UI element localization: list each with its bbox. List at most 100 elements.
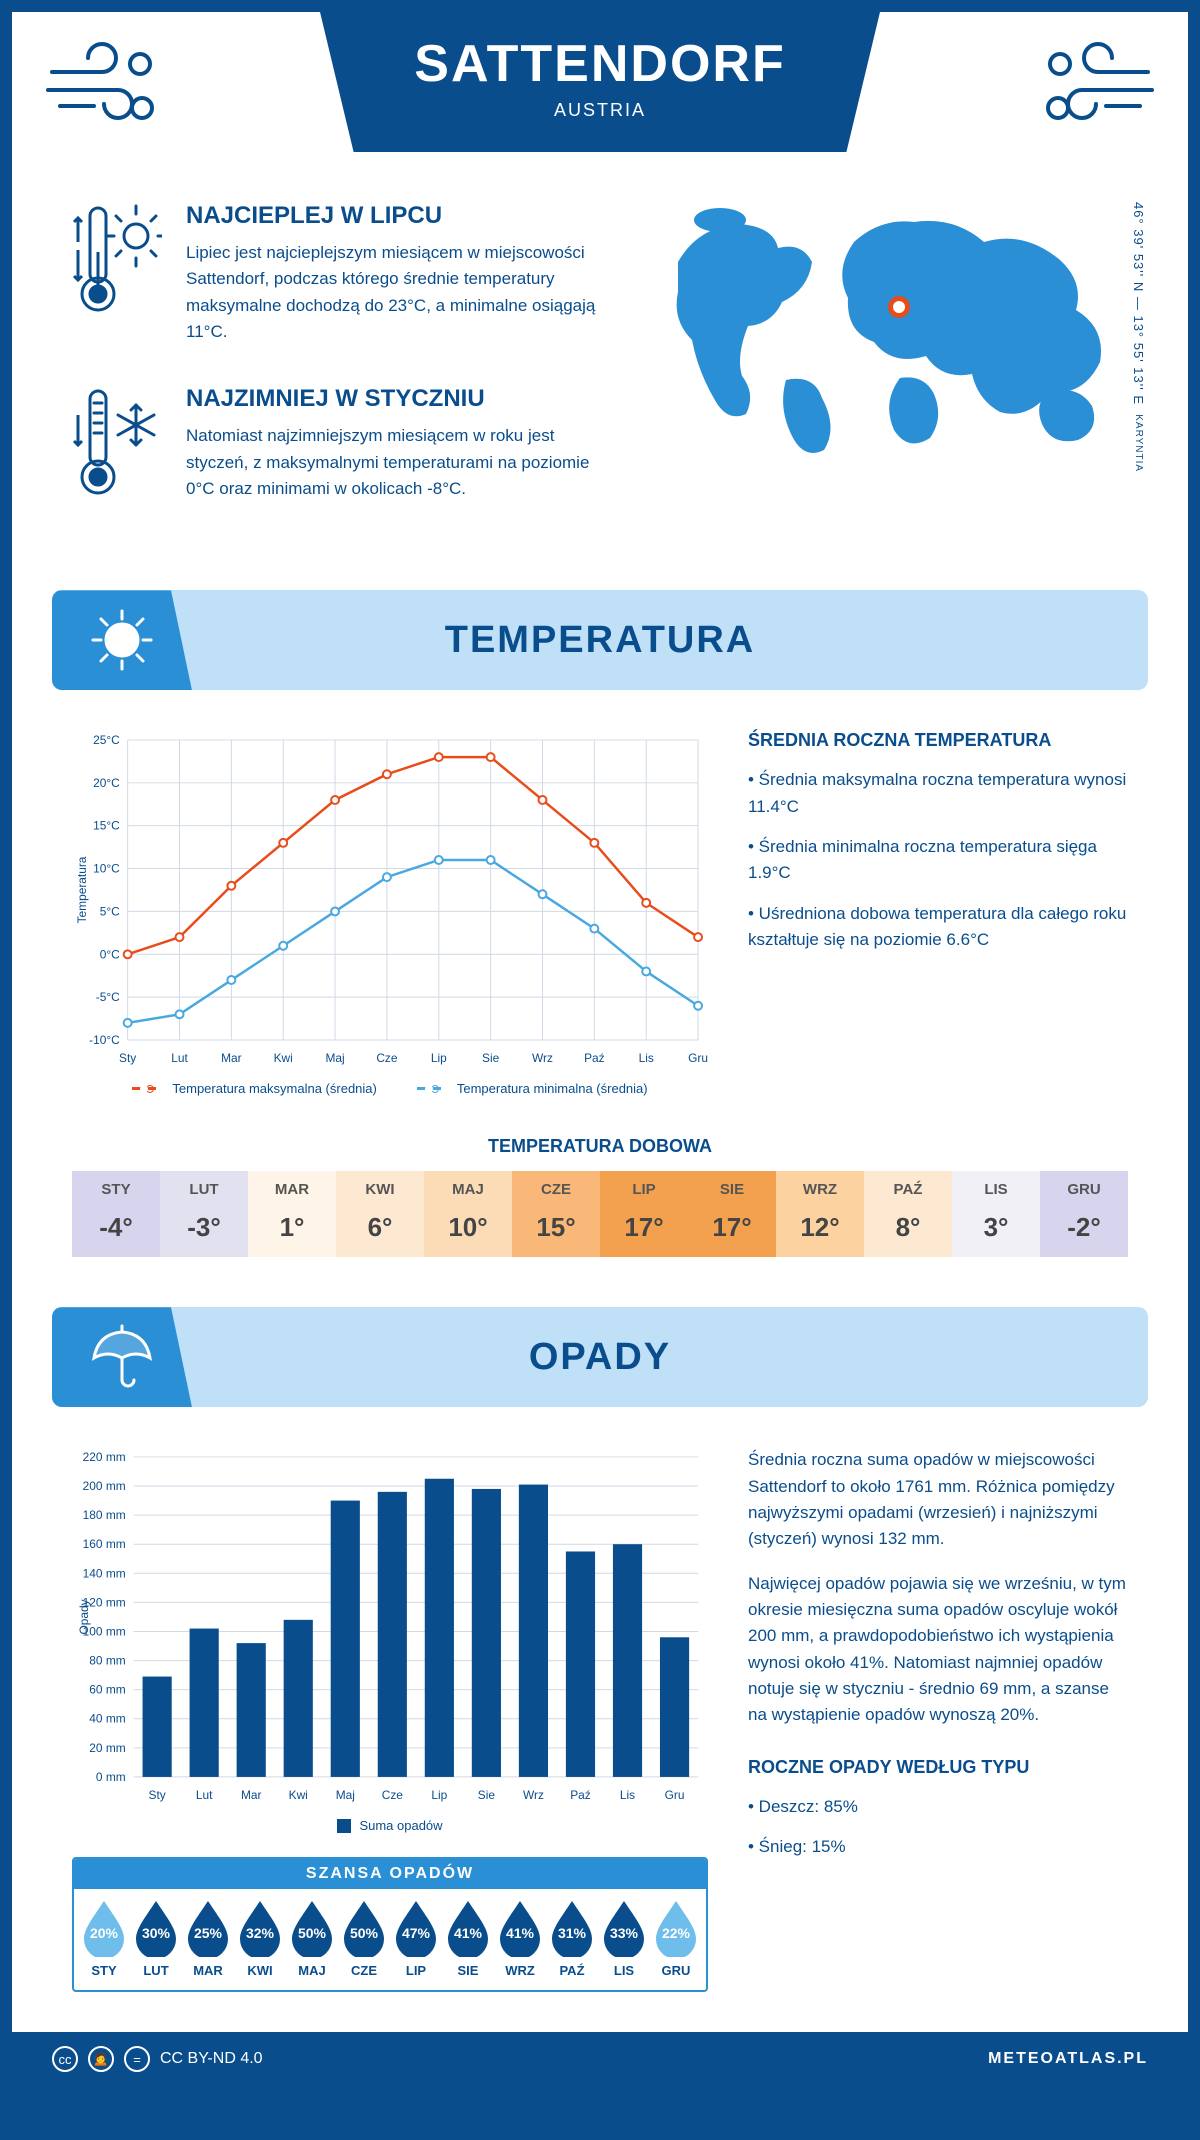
page-country: AUSTRIA bbox=[320, 100, 880, 121]
thermometer-sun-icon bbox=[72, 202, 162, 345]
svg-text:-5°C: -5°C bbox=[96, 991, 120, 1005]
chance-cell: 41%WRZ bbox=[496, 1899, 544, 1978]
svg-text:Sty: Sty bbox=[119, 1051, 136, 1065]
svg-text:Maj: Maj bbox=[336, 1788, 355, 1802]
svg-text:15°C: 15°C bbox=[93, 819, 120, 833]
svg-text:160 mm: 160 mm bbox=[83, 1537, 126, 1551]
precip-chance-box: SZANSA OPADÓW 20%STY 30%LUT 25%MAR 32%KW… bbox=[72, 1857, 708, 1992]
daily-temp-cell: MAR1° bbox=[248, 1171, 336, 1257]
chance-cell: 25%MAR bbox=[184, 1899, 232, 1978]
section-title: TEMPERATURA bbox=[445, 619, 756, 662]
map-column: 46° 39' 53'' N — 13° 55' 13'' E KARYNTIA bbox=[648, 202, 1128, 550]
fact-cold: NAJZIMNIEJ W STYCZNIU Natomiast najzimni… bbox=[72, 385, 608, 510]
svg-text:Kwi: Kwi bbox=[274, 1051, 293, 1065]
raindrop-icon: 25% bbox=[184, 1899, 232, 1957]
license-label: CC BY-ND 4.0 bbox=[160, 2050, 263, 2068]
chance-cell: 30%LUT bbox=[132, 1899, 180, 1978]
title-ribbon: SATTENDORF AUSTRIA bbox=[320, 12, 880, 152]
svg-text:0 mm: 0 mm bbox=[96, 1770, 126, 1784]
section-banner-temperature: TEMPERATURA bbox=[52, 590, 1148, 690]
stats-bullet: • Średnia maksymalna roczna temperatura … bbox=[748, 767, 1128, 820]
chance-cell: 22%GRU bbox=[652, 1899, 700, 1978]
fact-text: Lipiec jest najcieplejszym miesiącem w m… bbox=[186, 240, 608, 345]
svg-text:Lip: Lip bbox=[431, 1051, 447, 1065]
chance-cell: 50%CZE bbox=[340, 1899, 388, 1978]
svg-text:Sie: Sie bbox=[482, 1051, 500, 1065]
brand: METEOATLAS.PL bbox=[988, 2050, 1148, 2068]
svg-text:Cze: Cze bbox=[376, 1051, 398, 1065]
footer: cc 🙍 = CC BY-ND 4.0 METEOATLAS.PL bbox=[12, 2032, 1188, 2086]
svg-text:-10°C: -10°C bbox=[89, 1033, 120, 1047]
chance-cell: 41%SIE bbox=[444, 1899, 492, 1978]
section-title: OPADY bbox=[529, 1336, 671, 1379]
svg-text:20°C: 20°C bbox=[93, 776, 120, 790]
location-marker-icon bbox=[888, 296, 910, 318]
facts-column: NAJCIEPLEJ W LIPCU Lipiec jest najcieple… bbox=[72, 202, 608, 550]
svg-text:Lut: Lut bbox=[171, 1051, 188, 1065]
daily-temp-cell: LIS3° bbox=[952, 1171, 1040, 1257]
raindrop-icon: 22% bbox=[652, 1899, 700, 1957]
by-icon: 🙍 bbox=[88, 2046, 114, 2072]
svg-text:Gru: Gru bbox=[665, 1788, 685, 1802]
svg-text:5°C: 5°C bbox=[100, 905, 120, 919]
legend-item: Temperatura minimalna (średnia) bbox=[417, 1081, 648, 1096]
cc-icon: cc bbox=[52, 2046, 78, 2072]
temperature-panel: -10°C -5°C 0°C 5°C 10°C 15°C 20°C 25°C Sty Lut Mar… bbox=[12, 690, 1188, 1136]
thermometer-snow-icon bbox=[72, 385, 162, 510]
daily-temp-title: TEMPERATURA DOBOWA bbox=[12, 1136, 1188, 1157]
chance-cell: 33%LIS bbox=[600, 1899, 648, 1978]
svg-text:Sie: Sie bbox=[478, 1788, 496, 1802]
raindrop-icon: 31% bbox=[548, 1899, 596, 1957]
svg-text:200 mm: 200 mm bbox=[83, 1479, 126, 1493]
daily-temp-cell: WRZ12° bbox=[776, 1171, 864, 1257]
svg-text:Gru: Gru bbox=[688, 1051, 708, 1065]
svg-text:Cze: Cze bbox=[382, 1788, 404, 1802]
daily-temp-cell: LUT-3° bbox=[160, 1171, 248, 1257]
precip-text: Średnia roczna suma opadów w miejscowośc… bbox=[748, 1447, 1128, 1552]
svg-text:25°C: 25°C bbox=[93, 733, 120, 747]
raindrop-icon: 47% bbox=[392, 1899, 440, 1957]
svg-text:0°C: 0°C bbox=[100, 948, 120, 962]
coordinates: 46° 39' 53'' N — 13° 55' 13'' E KARYNTIA bbox=[1131, 202, 1146, 472]
svg-text:180 mm: 180 mm bbox=[83, 1508, 126, 1522]
svg-text:Lip: Lip bbox=[431, 1788, 447, 1802]
precip-panel: 0 mm20 mm40 mm60 mm80 mm100 mm120 mm140 … bbox=[12, 1407, 1188, 2032]
svg-text:Lis: Lis bbox=[639, 1051, 654, 1065]
chance-title: SZANSA OPADÓW bbox=[74, 1859, 706, 1889]
world-map bbox=[648, 202, 1128, 462]
svg-text:Paź: Paź bbox=[570, 1788, 591, 1802]
svg-text:Mar: Mar bbox=[221, 1051, 242, 1065]
chart-legend: Temperatura maksymalna (średnia)Temperat… bbox=[72, 1081, 708, 1096]
fact-text: Natomiast najzimniejszym miesiącem w rok… bbox=[186, 423, 608, 502]
stats-bullet: • Uśredniona dobowa temperatura dla całe… bbox=[748, 901, 1128, 954]
raindrop-icon: 50% bbox=[340, 1899, 388, 1957]
daily-temp-cell: CZE15° bbox=[512, 1171, 600, 1257]
raindrop-icon: 41% bbox=[444, 1899, 492, 1957]
svg-text:10°C: 10°C bbox=[93, 862, 120, 876]
chance-cell: 50%MAJ bbox=[288, 1899, 336, 1978]
sun-icon bbox=[52, 590, 192, 690]
raindrop-icon: 32% bbox=[236, 1899, 284, 1957]
temperature-stats: ŚREDNIA ROCZNA TEMPERATURA • Średnia mak… bbox=[748, 730, 1128, 1096]
nd-icon: = bbox=[124, 2046, 150, 2072]
chance-cell: 31%PAŹ bbox=[548, 1899, 596, 1978]
precip-type-item: • Deszcz: 85% bbox=[748, 1794, 1128, 1820]
stats-bullet: • Średnia minimalna roczna temperatura s… bbox=[748, 834, 1128, 887]
svg-text:Wrz: Wrz bbox=[523, 1788, 544, 1802]
wind-icon bbox=[42, 42, 162, 132]
raindrop-icon: 20% bbox=[80, 1899, 128, 1957]
page-title: SATTENDORF bbox=[320, 34, 880, 94]
daily-temp-cell: GRU-2° bbox=[1040, 1171, 1128, 1257]
precip-text: Najwięcej opadów pojawia się we wrześniu… bbox=[748, 1571, 1128, 1729]
legend-label: Suma opadów bbox=[359, 1818, 442, 1833]
svg-text:Opady: Opady bbox=[77, 1600, 91, 1635]
svg-text:220 mm: 220 mm bbox=[83, 1450, 126, 1464]
section-banner-precip: OPADY bbox=[52, 1307, 1148, 1407]
daily-temp-cell: MAJ10° bbox=[424, 1171, 512, 1257]
fact-title: NAJZIMNIEJ W STYCZNIU bbox=[186, 385, 608, 413]
svg-text:60 mm: 60 mm bbox=[89, 1683, 125, 1697]
chart-legend: Suma opadów bbox=[72, 1818, 708, 1833]
wind-icon bbox=[1038, 42, 1158, 132]
license: cc 🙍 = CC BY-ND 4.0 bbox=[52, 2046, 263, 2072]
precip-stats: Średnia roczna suma opadów w miejscowośc… bbox=[748, 1447, 1128, 1992]
